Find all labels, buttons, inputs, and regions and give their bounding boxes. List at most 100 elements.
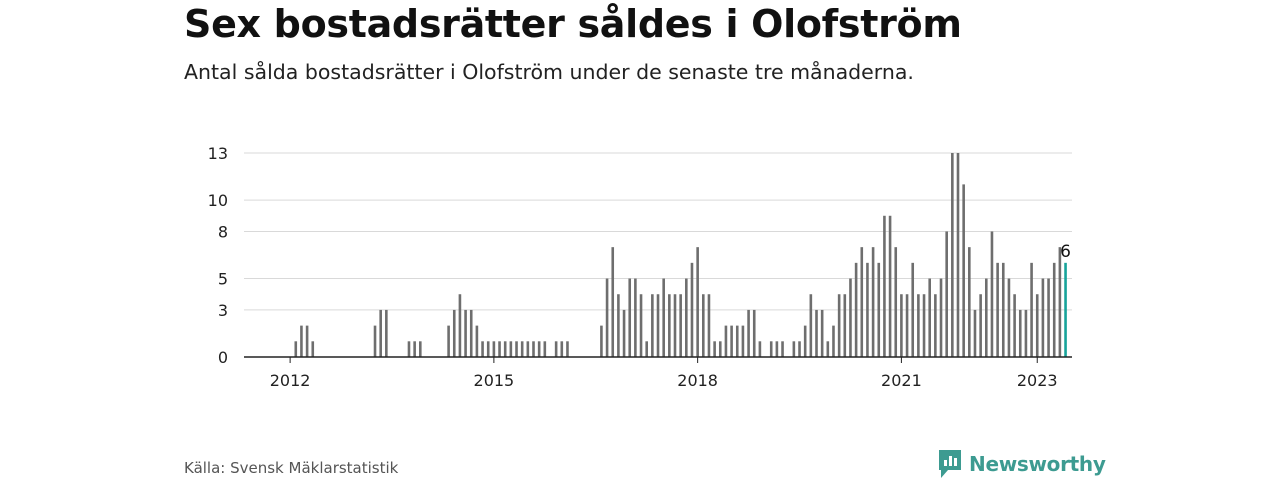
source-note: Källa: Svensk Mäklarstatistik <box>184 459 399 477</box>
bar <box>718 341 722 357</box>
bar <box>928 278 931 357</box>
bar <box>656 294 660 357</box>
bar <box>617 294 620 357</box>
brand-name: Newsworthy <box>969 452 1106 476</box>
bar <box>447 325 450 357</box>
bar <box>832 325 835 357</box>
bar <box>894 247 898 357</box>
bar <box>379 309 382 357</box>
y-tick-label: 5 <box>218 270 228 289</box>
x-tick-label: 2021 <box>881 371 922 390</box>
bar <box>849 278 852 357</box>
bar <box>509 341 513 357</box>
bar <box>973 309 977 357</box>
bar <box>781 341 784 357</box>
bar <box>294 341 298 357</box>
bar <box>871 247 875 357</box>
bar <box>1001 262 1005 357</box>
newsworthy-logo-icon <box>939 450 961 478</box>
bar <box>1041 278 1045 357</box>
bar <box>673 294 677 357</box>
bar <box>526 341 530 357</box>
bar <box>469 309 473 357</box>
bar <box>860 247 864 357</box>
bar <box>498 341 501 357</box>
bar <box>532 341 535 357</box>
bar <box>566 341 569 357</box>
bar <box>758 341 762 357</box>
bar <box>543 341 547 357</box>
bar <box>486 341 490 357</box>
bar <box>837 294 841 357</box>
bar <box>1035 294 1039 357</box>
bar <box>1018 309 1022 357</box>
bar <box>385 309 388 357</box>
y-tick-label: 13 <box>208 144 228 163</box>
bar <box>419 341 422 357</box>
x-axis-ticks: 2012 2015 2018 2021 2023 <box>270 357 1058 390</box>
bar <box>651 294 654 357</box>
y-tick-label: 3 <box>218 301 228 320</box>
bar <box>1030 262 1033 357</box>
bar <box>917 294 920 357</box>
bar <box>877 262 881 357</box>
annotations: 6 <box>1060 242 1071 262</box>
bar <box>905 294 909 357</box>
bar <box>820 309 824 357</box>
bar <box>775 341 779 357</box>
y-tick-label: 8 <box>218 222 228 241</box>
bar <box>951 153 954 357</box>
bar <box>956 153 960 357</box>
bar <box>1058 247 1062 357</box>
latest-value-label: 6 <box>1060 242 1071 262</box>
y-tick-label: 0 <box>218 348 228 367</box>
bar <box>639 294 643 357</box>
x-tick-label: 2015 <box>474 371 515 390</box>
bar <box>690 262 694 357</box>
bar <box>803 325 807 357</box>
bar <box>605 278 609 357</box>
bar <box>702 294 705 357</box>
bar <box>798 341 801 357</box>
bar <box>634 278 637 357</box>
bar <box>458 294 462 357</box>
bar <box>792 341 796 357</box>
bar <box>373 325 377 357</box>
bar <box>611 247 615 357</box>
bar <box>407 341 411 357</box>
bar <box>826 341 830 357</box>
bar <box>883 215 886 357</box>
bar <box>888 215 892 357</box>
bar <box>515 341 518 357</box>
bar <box>900 294 903 357</box>
bar <box>996 262 999 357</box>
bar <box>962 184 965 357</box>
bar <box>724 325 728 357</box>
bar <box>481 341 484 357</box>
bar <box>911 262 915 357</box>
bar <box>475 325 479 357</box>
bar <box>979 294 982 357</box>
bar <box>311 341 315 357</box>
bar <box>1052 262 1056 357</box>
bar <box>413 341 416 357</box>
bar <box>990 231 994 357</box>
x-tick-label: 2018 <box>677 371 718 390</box>
bar <box>492 341 496 357</box>
bar <box>985 278 988 357</box>
bar <box>809 294 813 357</box>
bar <box>452 309 456 357</box>
bar <box>707 294 711 357</box>
bar <box>866 262 869 357</box>
bar <box>730 325 733 357</box>
bar <box>696 247 699 357</box>
x-tick-label: 2023 <box>1017 371 1058 390</box>
bar <box>503 341 507 357</box>
bar <box>939 278 943 357</box>
bar <box>464 309 467 357</box>
y-axis-ticks: 0 3 5 8 10 13 <box>208 144 228 367</box>
bar <box>520 341 524 357</box>
bar <box>668 294 671 357</box>
bar-chart: 0 3 5 8 10 13 2012 2015 2018 2021 2023 6 <box>208 144 1072 390</box>
bar <box>815 309 818 357</box>
